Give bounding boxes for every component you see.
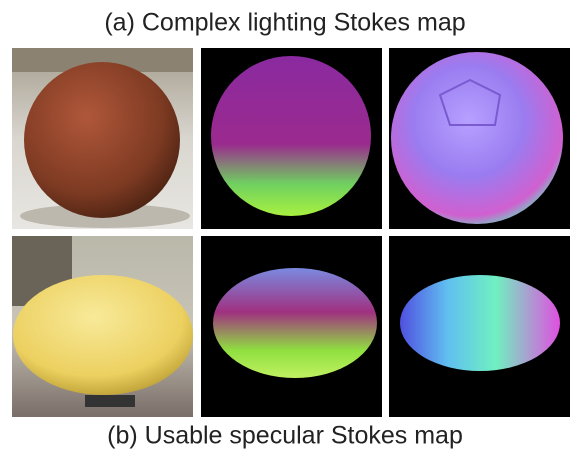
normal-lemon bbox=[389, 236, 570, 417]
stokes-lemon bbox=[201, 236, 382, 417]
photo-ball bbox=[12, 48, 193, 229]
photo-lemon bbox=[12, 236, 193, 417]
bottom-caption: (b) Usable specular Stokes map bbox=[107, 422, 463, 450]
figure: (a) Complex lighting Stokes map (b) Usab… bbox=[0, 0, 570, 451]
normal-ball bbox=[389, 48, 570, 229]
top-caption: (a) Complex lighting Stokes map bbox=[104, 9, 465, 37]
stokes-ball bbox=[201, 48, 382, 229]
